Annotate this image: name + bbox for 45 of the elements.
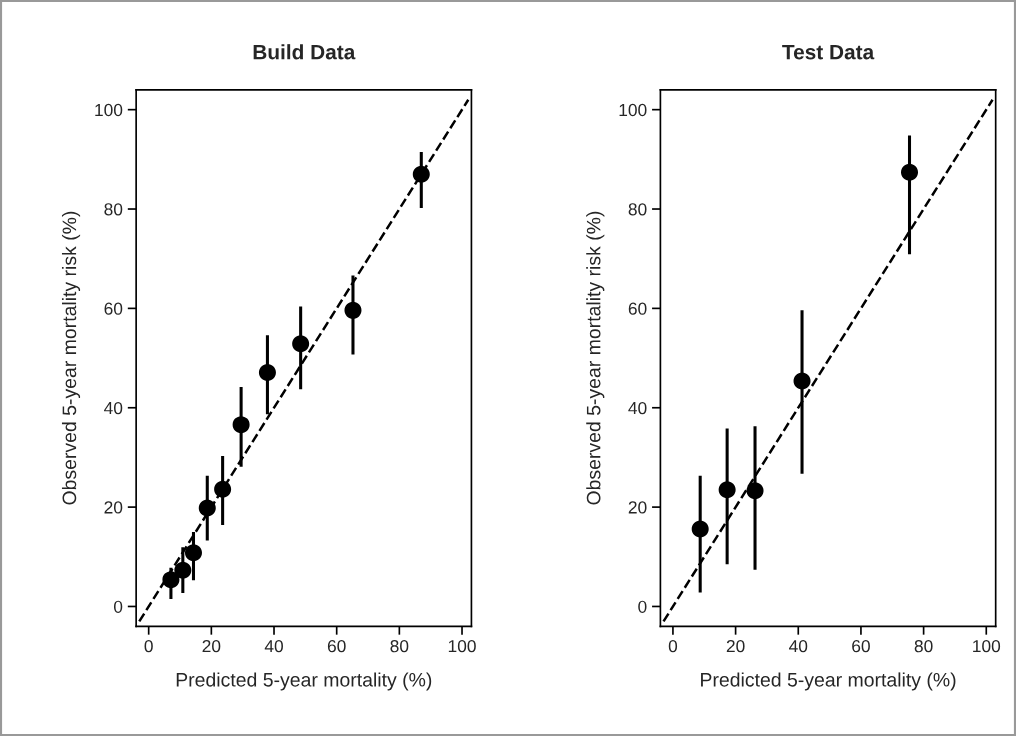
point [412, 165, 430, 183]
point [746, 482, 764, 500]
x-tick-label: 80 [390, 639, 409, 653]
y-tick-label: 60 [104, 302, 123, 315]
point [214, 480, 232, 498]
point [793, 372, 811, 390]
x-tick-label: 0 [668, 639, 678, 653]
point [162, 571, 180, 589]
x-tick-label: 40 [789, 639, 808, 653]
y-tick-label: 100 [95, 103, 123, 117]
point [174, 561, 192, 579]
x-tick-label: 80 [914, 639, 933, 653]
y-tick-label: 20 [104, 501, 123, 514]
x-tick-label: 60 [327, 639, 346, 653]
x-tick-label: 20 [202, 639, 221, 653]
y-tick-label: 80 [104, 203, 123, 216]
x-tick-label: 40 [264, 639, 283, 653]
x-axis-title: Predicted 5-year mortality (%) [176, 672, 432, 691]
y-tick-label: 40 [104, 401, 123, 415]
x-tick-label: 20 [726, 639, 745, 653]
x-tick-label: 100 [973, 639, 1001, 653]
x-tick-label: 60 [852, 639, 870, 653]
x-tick-label: 100 [448, 639, 476, 653]
point [198, 499, 216, 517]
point [258, 363, 276, 381]
y-axis-title: Observed 5-year mortality risk (%) [61, 211, 81, 505]
y-tick-label: 0 [113, 600, 123, 613]
point [292, 335, 310, 353]
point [344, 301, 362, 319]
chart-title: Test Data [782, 44, 875, 60]
point [232, 416, 250, 434]
y-tick-label: 80 [628, 203, 647, 216]
y-tick-label: 100 [619, 103, 647, 117]
point [901, 163, 919, 181]
chart-title: Build Data [253, 44, 356, 60]
y-tick-label: 40 [628, 401, 647, 415]
point [184, 544, 202, 562]
point [718, 481, 736, 499]
y-tick-label: 0 [638, 600, 647, 613]
x-axis-title: Predicted 5-year mortality (%) [701, 672, 956, 691]
y-tick-label: 20 [628, 501, 647, 514]
y-axis-title: Observed 5-year mortality risk (%) [586, 211, 605, 505]
x-tick-label: 0 [144, 639, 153, 653]
y-tick-label: 60 [628, 302, 647, 315]
point [691, 520, 709, 538]
